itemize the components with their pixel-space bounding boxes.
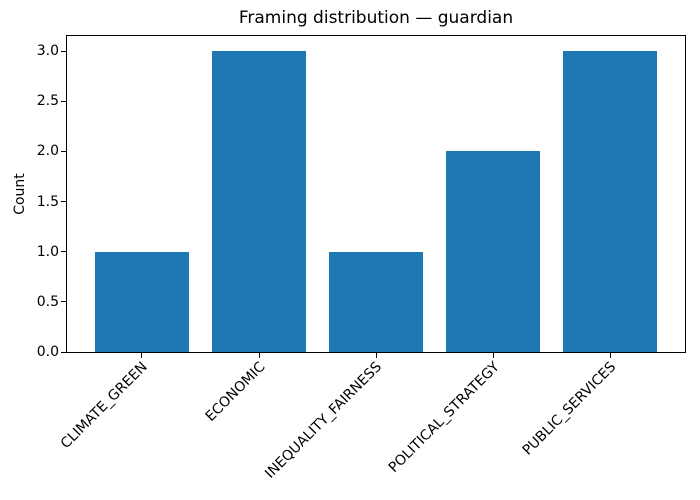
- x-tick-mark: [609, 353, 611, 358]
- x-tick-label: CLIMATE_GREEN: [58, 359, 152, 452]
- y-tick-label: 2.0: [36, 143, 59, 160]
- plot-area: [66, 35, 686, 353]
- y-tick-mark: [61, 201, 66, 202]
- y-tick-label: 2.5: [36, 93, 59, 110]
- x-tick-mark: [375, 353, 377, 358]
- x-tick-mark: [258, 353, 260, 358]
- x-tick-label: INEQUALITY_FAIRNESS: [262, 359, 386, 482]
- y-tick-mark: [61, 150, 66, 152]
- bar-political_strategy: [446, 151, 540, 352]
- bar-public_services: [563, 51, 657, 352]
- x-tick-label: PUBLIC_SERVICES: [519, 359, 620, 459]
- y-tick-mark: [61, 50, 66, 52]
- y-tick-mark: [61, 301, 66, 303]
- y-tick-label: 3.0: [36, 43, 59, 59]
- chart-title: Framing distribution — guardian: [238, 8, 514, 28]
- x-tick-mark: [141, 353, 143, 358]
- y-tick-label: 0.0: [36, 344, 59, 360]
- x-tick-mark: [492, 353, 494, 358]
- y-axis-label: Count: [12, 173, 28, 215]
- y-tick-label: 1.0: [36, 243, 59, 260]
- bar-climate_green: [95, 251, 189, 352]
- y-tick-mark: [61, 351, 66, 353]
- y-tick-mark: [61, 251, 66, 253]
- bar-inequality_fairness: [329, 251, 423, 352]
- bar-economic: [212, 51, 306, 352]
- y-tick-label: 1.5: [36, 193, 59, 210]
- y-tick-mark: [61, 100, 66, 102]
- x-tick-label: ECONOMIC: [202, 359, 269, 425]
- y-tick-label: 0.5: [36, 293, 59, 310]
- x-tick-label: POLITICAL_STRATEGY: [385, 359, 503, 476]
